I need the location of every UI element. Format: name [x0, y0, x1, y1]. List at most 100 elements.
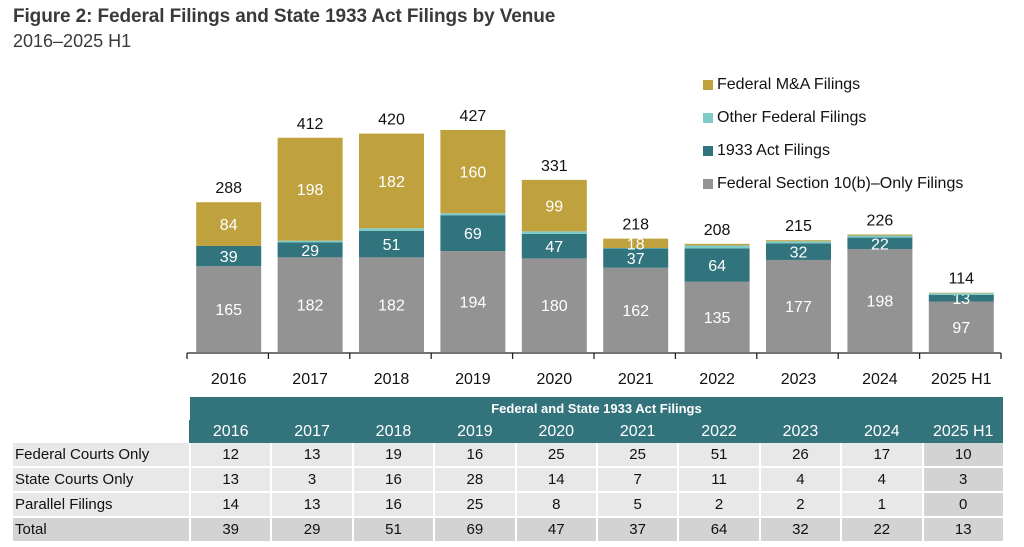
table-cell: 4 — [840, 467, 923, 493]
table-cell: 47 — [514, 517, 597, 543]
column-header: 2023 — [758, 420, 842, 443]
x-tick-label: 2020 — [537, 371, 573, 388]
segment-label: 13 — [952, 291, 970, 308]
bar-segment — [684, 243, 750, 246]
total-label: 427 — [460, 108, 487, 125]
legend-swatch-other-federal — [703, 112, 713, 123]
table-cell: 11 — [677, 467, 760, 493]
table-cell: 69 — [433, 517, 516, 543]
table-cell: 5 — [595, 492, 679, 518]
bar-segment — [359, 228, 424, 231]
bar-segment — [440, 129, 506, 214]
table-cell: 7 — [595, 467, 679, 493]
bar-segment — [847, 235, 913, 238]
segment-label: 180 — [541, 298, 568, 315]
table-cell: 1 — [840, 492, 923, 518]
table-cell: 26 — [758, 443, 842, 468]
segment-label: 182 — [378, 298, 405, 315]
table-cell: 16 — [351, 492, 435, 518]
bar-segment — [603, 248, 669, 249]
legend-item-other-federal: Other Federal Filings — [703, 101, 963, 134]
bar-segment — [359, 257, 424, 352]
column-header: 2022 — [677, 420, 760, 443]
x-tick-label: 2016 — [211, 371, 247, 388]
bar-segment — [766, 243, 831, 260]
bar-segment — [684, 245, 750, 249]
total-label: 288 — [215, 180, 242, 197]
row-label: Total — [13, 517, 190, 543]
bar-segment — [603, 267, 669, 352]
table-cell: 14 — [188, 492, 272, 518]
total-label: 412 — [297, 116, 324, 133]
bar-segment — [277, 240, 343, 243]
bar-segment — [847, 234, 913, 236]
table-cell: 0 — [921, 492, 1003, 518]
bar-segment — [359, 133, 424, 229]
bar-segment — [196, 245, 262, 267]
table-cell: 13 — [270, 492, 353, 518]
table-row: State Courts Only 13 3 16 28 14 7 11 4 4 3 — [13, 467, 1003, 493]
legend-item-federal-ma: Federal M&A Filings — [703, 68, 963, 101]
total-label: 420 — [378, 112, 405, 129]
table-cell: 32 — [758, 517, 842, 543]
segment-label: 182 — [378, 174, 405, 191]
bar-segment — [277, 257, 343, 352]
table-cell: 17 — [840, 443, 923, 468]
bar-segment — [196, 266, 262, 352]
table-cell: 10 — [921, 443, 1003, 468]
bar-segment — [277, 242, 343, 258]
legend-swatch-1933-act — [703, 145, 713, 156]
table-cell: 64 — [677, 517, 760, 543]
segment-label: 194 — [460, 295, 487, 312]
column-header: 2019 — [433, 420, 516, 443]
segment-label: 51 — [383, 237, 401, 254]
segment-label: 99 — [545, 199, 563, 216]
bar-segment — [928, 301, 994, 352]
segment-label: 39 — [220, 249, 238, 266]
bar-segment — [521, 231, 587, 234]
bar-segment — [440, 251, 506, 352]
legend-swatch-section-10b — [703, 178, 713, 189]
column-header: 2021 — [595, 420, 679, 443]
column-header: 2024 — [840, 420, 923, 443]
segment-label: 69 — [464, 226, 482, 243]
table-cell: 51 — [677, 443, 760, 468]
table-cell: 8 — [514, 492, 597, 518]
bar-segment — [766, 240, 831, 242]
bar-segment — [521, 179, 587, 232]
row-label: Parallel Filings — [13, 492, 190, 518]
bar-segment — [847, 249, 913, 352]
bar-segment — [684, 281, 750, 352]
legend-item-1933-act: 1933 Act Filings — [703, 134, 963, 167]
bar-segment — [684, 248, 750, 282]
segment-label: 135 — [704, 310, 731, 327]
segment-label: 182 — [297, 298, 324, 315]
x-tick-label: 2018 — [374, 371, 410, 388]
total-label: 215 — [785, 218, 812, 235]
x-tick-label: 2023 — [781, 371, 817, 388]
segment-label: 64 — [708, 258, 726, 275]
legend-label: Federal M&A Filings — [717, 75, 861, 93]
table-cell: 13 — [188, 467, 272, 493]
stacked-bar-chart: 165 39 84 288 2016 182 29 198 412 2017 182 51 182 420… — [186, 108, 1002, 388]
table-cell: 19 — [351, 443, 435, 468]
legend-label: 1933 Act Filings — [717, 141, 830, 159]
segment-label: 22 — [871, 236, 889, 253]
table-cell: 13 — [921, 517, 1003, 543]
x-tick-label: 2024 — [862, 371, 898, 388]
bar-segment — [359, 230, 424, 258]
table-cell: 13 — [270, 443, 353, 468]
segment-label: 165 — [215, 302, 242, 319]
table-row: Total 39 29 51 69 47 37 64 32 22 13 — [13, 517, 1003, 543]
column-header: 2017 — [270, 420, 353, 443]
bar-segment — [603, 248, 669, 268]
table-cell: 3 — [270, 467, 353, 493]
bar-segment — [521, 233, 587, 259]
segment-label: 177 — [785, 299, 812, 316]
bar-segment — [766, 241, 831, 244]
total-label: 208 — [704, 222, 731, 239]
table-cell: 2 — [677, 492, 760, 518]
segment-label: 160 — [460, 165, 487, 182]
filings-table: Federal and State 1933 Act Filings 2016 … — [13, 397, 1003, 543]
table-cell: 25 — [433, 492, 516, 518]
